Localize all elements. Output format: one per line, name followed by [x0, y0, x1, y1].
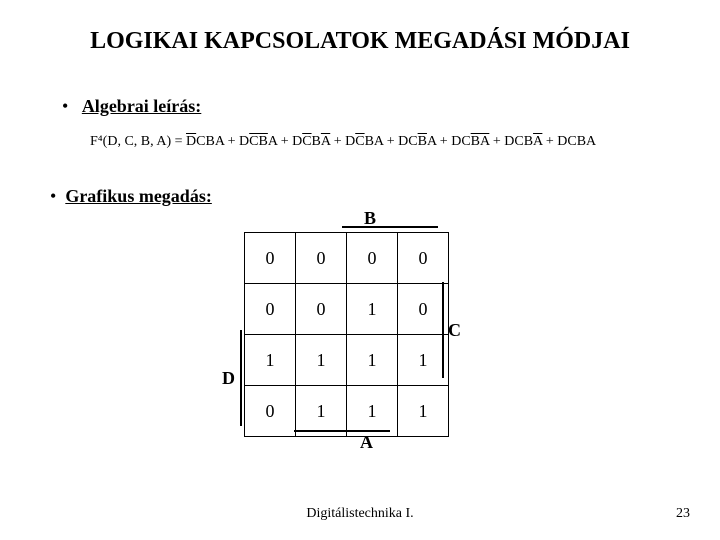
- kmap-cell: 1: [398, 386, 449, 437]
- table-row: 0 1 1 1: [245, 386, 449, 437]
- kmap-bar-d: [240, 330, 242, 426]
- kmap-label-d: D: [222, 368, 235, 389]
- kmap-table: 0 0 0 0 0 0 1 0 1 1 1 1 0 1 1 1: [244, 232, 449, 437]
- page-title: LOGIKAI KAPCSOLATOK MEGADÁSI MÓDJAI: [0, 28, 720, 55]
- bullet-dot: •: [50, 186, 65, 206]
- kmap-cell: 1: [347, 284, 398, 335]
- formula: F⁴(D, C, B, A) = DCBA + DCBA + DCBA + DC…: [90, 134, 596, 150]
- bullet-dot: •: [62, 96, 82, 116]
- table-row: 1 1 1 1: [245, 335, 449, 386]
- kmap-cell: 0: [245, 386, 296, 437]
- kmap-cell: 0: [245, 233, 296, 284]
- kmap-bar-c: [442, 282, 444, 378]
- page-number: 23: [676, 506, 690, 522]
- table-row: 0 0 0 0: [245, 233, 449, 284]
- bullet-algebraic-label: Algebrai leírás:: [82, 96, 201, 116]
- kmap-cell: 1: [296, 335, 347, 386]
- kmap-cell: 0: [398, 284, 449, 335]
- kmap-cell: 1: [347, 335, 398, 386]
- kmap-cell: 0: [347, 233, 398, 284]
- kmap-bar-b: [342, 226, 438, 228]
- kmap-cell: 0: [245, 284, 296, 335]
- kmap-label-c: C: [448, 320, 461, 341]
- kmap-cell: 0: [296, 284, 347, 335]
- bullet-graphic: • Grafikus megadás:: [50, 186, 212, 207]
- kmap-cell: 1: [296, 386, 347, 437]
- table-row: 0 0 1 0: [245, 284, 449, 335]
- kmap-cell: 0: [398, 233, 449, 284]
- kmap-cell: 1: [245, 335, 296, 386]
- footer-text: Digitálistechnika I.: [0, 506, 720, 522]
- kmap-bar-a: [294, 430, 390, 432]
- kmap-label-a: A: [360, 432, 373, 453]
- kmap-cell: 1: [347, 386, 398, 437]
- bullet-algebraic: • Algebrai leírás:: [62, 96, 201, 117]
- karnaugh-map: B C D A 0 0 0 0 0 0 1 0 1 1 1 1: [244, 232, 449, 437]
- bullet-graphic-label: Grafikus megadás:: [65, 186, 212, 206]
- kmap-cell: 1: [398, 335, 449, 386]
- kmap-cell: 0: [296, 233, 347, 284]
